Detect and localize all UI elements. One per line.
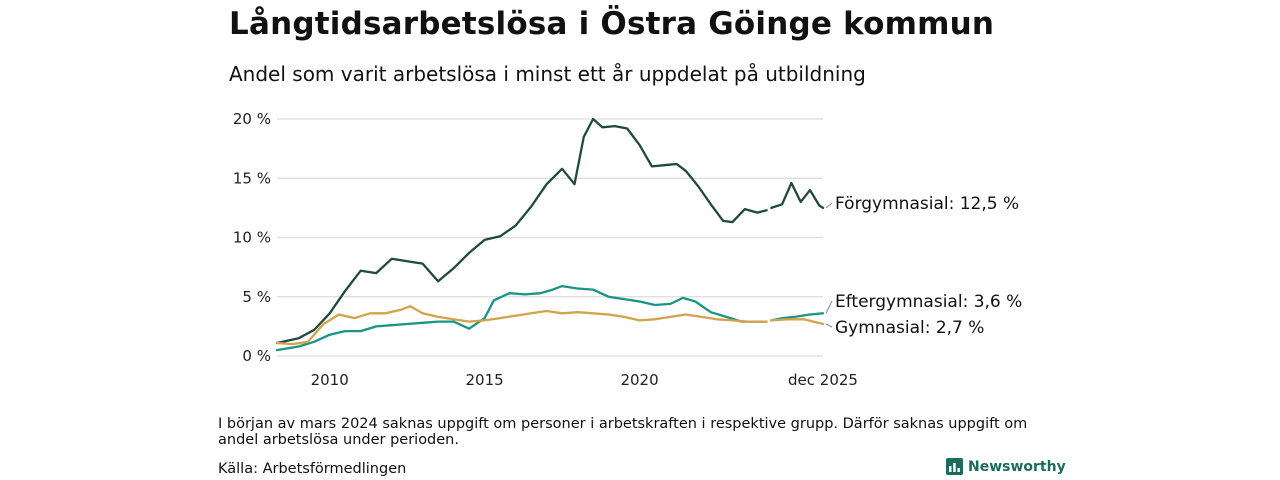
end-label-gymnasial: Gymnasial: 2,7 % [835,318,984,338]
label-connector [825,300,833,314]
brand-name: Newsworthy [968,458,1066,475]
x-axis-ticks: 2010 2015 2020 dec 2025 [311,371,858,389]
end-labels: Förgymnasial: 12,5 % Eftergymnasial: 3,6 … [825,194,1022,338]
x-tick-label: 2020 [620,371,658,389]
y-tick-label: 5 % [242,288,271,306]
series-line-gymnasial [275,305,825,346]
line-chart: 0 %5 %10 %15 %20 % 2010 2015 2020 dec 2025 … [233,110,1022,389]
y-tick-label: 10 % [233,229,271,247]
y-axis-ticks: 0 % 5 % 10 % 15 % 20 % [233,110,271,365]
label-connector [825,323,833,328]
end-label-förgymnasial: Förgymnasial: 12,5 % [835,194,1019,214]
chart-subtitle: Andel som varit arbetslösa i minst ett å… [229,62,866,86]
y-tick-label: 20 % [233,110,271,128]
bar-chart-icon [946,458,963,475]
x-tick-label: 2015 [466,371,504,389]
series-lines [275,117,825,352]
y-tick-label: 0 % [242,347,271,365]
x-tick-label: 2010 [311,371,349,389]
series-line-förgymnasial [275,117,825,345]
brand-logo[interactable]: Newsworthy [946,458,1066,475]
x-tick-label: dec 2025 [788,371,858,389]
end-label-eftergymnasial: Eftergymnasial: 3,6 % [835,292,1022,312]
source-credit: Källa: Arbetsförmedlingen [218,461,407,477]
footnote: I början av mars 2024 saknas uppgift om … [218,416,1028,448]
series-line-eftergymnasial [275,284,825,352]
gridlines [277,118,823,357]
y-tick-label: 15 % [233,169,271,187]
chart-title: Långtidsarbetslösa i Östra Göinge kommun [229,6,995,42]
label-connector [825,202,833,209]
